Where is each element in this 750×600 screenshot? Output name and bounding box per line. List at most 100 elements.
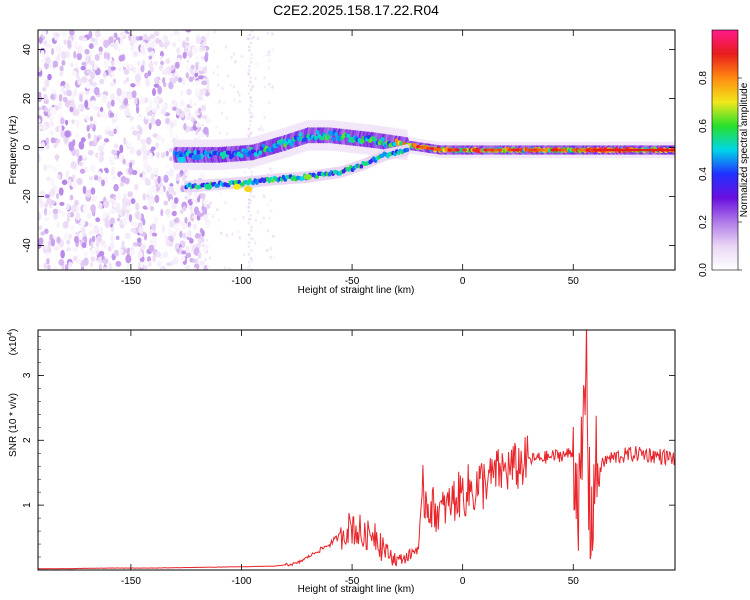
noise-cell [123, 79, 127, 85]
noise-cell [123, 137, 127, 146]
noise-cell [194, 87, 201, 97]
noise-cell [94, 246, 100, 251]
spectrogram-x-ticks: -150 -100 -50 0 50 [121, 30, 579, 287]
noise-cell [81, 61, 87, 66]
signal-core [258, 150, 263, 155]
noise-cell [109, 66, 116, 71]
noise-cell [171, 210, 177, 217]
noise-cell [263, 85, 267, 89]
noise-cell [80, 137, 86, 143]
noise-cell [159, 41, 165, 48]
noise-cell [64, 264, 69, 270]
noise-cell [187, 245, 194, 254]
noise-cell [233, 98, 236, 102]
noise-cell [256, 36, 260, 40]
signal-peak [193, 154, 202, 161]
signal-peak [244, 186, 253, 193]
noise-cell [140, 261, 144, 269]
noise-cell [42, 86, 47, 92]
noise-cell [72, 255, 78, 262]
noise-cell [75, 148, 80, 158]
noise-cell [161, 104, 168, 109]
noise-cell [84, 221, 89, 227]
signal-peak [560, 148, 567, 152]
signal-peak [514, 148, 521, 152]
noise-cell [267, 100, 271, 105]
noise-cell [79, 161, 83, 166]
noise-cell [243, 252, 246, 257]
noise-cell [185, 264, 191, 270]
spectrogram-x-tick-label: -100 [231, 276, 251, 287]
noise-cell [138, 226, 144, 235]
noise-cell [127, 92, 133, 99]
noise-cell [256, 210, 259, 214]
noise-cell [188, 76, 194, 82]
noise-cell [127, 141, 133, 148]
noise-cell [89, 71, 96, 80]
noise-cell [150, 117, 156, 125]
noise-cell [129, 248, 135, 257]
noise-cell [230, 83, 233, 87]
noise-cell [201, 80, 207, 86]
noise-cell [38, 66, 42, 73]
noise-cell [225, 116, 229, 120]
noise-cell [208, 256, 211, 260]
noise-cell [138, 35, 143, 41]
noise-cell [206, 212, 209, 216]
snr-x-axis-label: Height of straight line (km) [298, 584, 415, 595]
noise-cell [204, 47, 207, 51]
noise-cell [174, 76, 179, 82]
signal-peak [233, 183, 242, 190]
noise-cell [202, 199, 208, 205]
noise-cell [52, 60, 59, 68]
noise-cell [259, 221, 263, 225]
noise-cell [212, 71, 215, 75]
signal-core [187, 150, 191, 155]
noise-cell [261, 128, 265, 132]
noise-cell [194, 215, 197, 219]
spectrogram-y-axis-label: Frequency (Hz) [8, 116, 19, 185]
noise-cell [242, 216, 245, 220]
noise-cell [61, 210, 66, 218]
noise-cell [104, 168, 109, 174]
noise-cell [153, 234, 158, 243]
signal-core [331, 136, 335, 142]
noise-cell [188, 112, 191, 116]
snr-y-multiplier-base: (x10 [8, 335, 19, 355]
noise-cell [91, 100, 96, 108]
noise-cell [95, 240, 100, 248]
noise-cell [83, 251, 88, 257]
noise-cell [49, 115, 54, 122]
noise-cell [137, 132, 141, 142]
noise-cell [170, 64, 175, 71]
noise-cell [132, 50, 138, 57]
noise-cell [70, 161, 77, 169]
noise-cell [103, 59, 109, 68]
noise-cell [249, 256, 253, 260]
noise-cell [118, 55, 124, 62]
svg-text:(x104): (x104) [7, 329, 19, 356]
noise-cell [223, 100, 226, 104]
noise-cell [39, 190, 46, 196]
noise-cell [66, 212, 71, 218]
noise-cell [98, 202, 103, 209]
noise-cell [40, 231, 45, 236]
noise-cell [86, 212, 92, 220]
noise-cell [76, 45, 83, 54]
noise-cell [115, 235, 120, 240]
noise-cell [115, 260, 122, 267]
noise-cell [50, 188, 56, 197]
noise-cell [191, 46, 198, 54]
noise-cell [62, 221, 69, 229]
snr-x-tick-label: 50 [568, 576, 580, 587]
colorbar-bar [711, 29, 739, 271]
noise-cell [205, 118, 211, 124]
noise-cell [59, 201, 65, 207]
noise-cell [185, 252, 192, 258]
noise-cell [193, 102, 197, 106]
noise-cell [156, 104, 160, 110]
noise-cell [73, 50, 77, 59]
noise-cell [182, 51, 187, 59]
noise-cell [119, 181, 125, 187]
noise-cell [147, 260, 153, 267]
